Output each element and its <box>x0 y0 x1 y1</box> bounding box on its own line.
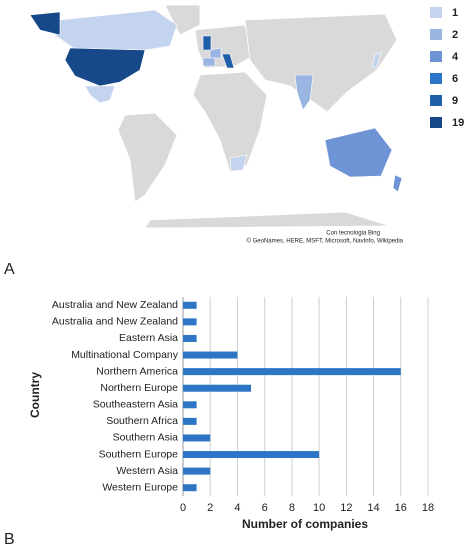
x-tick-label: 18 <box>422 502 434 514</box>
bar <box>183 301 197 309</box>
continent <box>192 71 268 173</box>
y-tick-label: Eastern Asia <box>119 332 178 344</box>
y-tick-label: Southern Africa <box>106 415 178 427</box>
y-tick-label: Australia and New Zealand <box>52 316 178 328</box>
legend-label: 4 <box>452 51 459 63</box>
y-tick-label: Australia and New Zealand <box>52 299 178 311</box>
country <box>371 51 382 69</box>
country <box>209 47 222 59</box>
x-tick-label: 12 <box>340 502 352 514</box>
country <box>29 11 61 36</box>
legend: 1 2 4 6 9 19 <box>430 7 464 129</box>
country <box>64 47 146 87</box>
legend-swatch <box>430 29 442 40</box>
panel-label: A <box>4 261 15 278</box>
bar <box>183 467 211 475</box>
continent <box>144 211 391 229</box>
bar <box>183 451 320 459</box>
y-tick-label: Southeastern Asia <box>93 399 178 411</box>
y-axis-title: Country <box>28 372 42 418</box>
x-tick-label: 8 <box>289 502 295 514</box>
continent <box>117 112 178 203</box>
bar <box>183 401 197 409</box>
y-tick-label: Southern Asia <box>113 432 179 444</box>
legend-swatch <box>430 7 442 18</box>
country <box>202 35 212 51</box>
x-tick-label: 16 <box>395 502 407 514</box>
bar <box>183 318 197 326</box>
world-map: Con tecnologia Bing © GeoNames, HERE, MS… <box>29 4 404 245</box>
legend-label: 9 <box>452 95 458 107</box>
bar-chart: 0 2 4 6 8 10 12 14 16 18 Australia and New Zealand… <box>52 297 434 514</box>
country <box>84 85 116 104</box>
y-tick-label: Multinational Company <box>71 349 179 361</box>
country <box>229 154 248 172</box>
country <box>392 174 403 193</box>
x-tick-label: 10 <box>313 502 325 514</box>
x-tick-label: 2 <box>207 502 213 514</box>
country <box>294 74 314 111</box>
legend-swatch <box>430 73 442 84</box>
bar <box>183 484 197 492</box>
bar <box>183 384 252 392</box>
attribution: Con tecnologia Bing <box>326 231 380 237</box>
y-tick-label: Northern Europe <box>100 382 178 394</box>
legend-swatch <box>430 51 442 62</box>
bar <box>183 351 238 359</box>
bar <box>183 434 211 442</box>
x-tick-label: 14 <box>367 502 379 514</box>
attribution: © GeoNames, HERE, MSFT, Microsoft, NavIn… <box>247 238 404 245</box>
country <box>324 127 393 178</box>
country <box>221 53 235 69</box>
legend-label: 1 <box>452 7 458 19</box>
y-tick-label: Northern America <box>96 365 178 377</box>
bar <box>183 334 197 342</box>
legend-label: 6 <box>452 73 458 85</box>
continent <box>244 13 398 113</box>
country <box>54 9 178 51</box>
legend-label: 19 <box>452 117 464 129</box>
x-axis-title: Number of companies <box>242 517 368 531</box>
x-tick-label: 0 <box>180 502 186 514</box>
bar <box>183 417 197 425</box>
bar <box>183 368 401 376</box>
legend-swatch <box>430 95 442 106</box>
y-tick-label: Western Europe <box>102 481 178 493</box>
x-tick-label: 4 <box>234 502 240 514</box>
x-tick-label: 6 <box>262 502 268 514</box>
y-tick-label: Southern Europe <box>99 448 179 460</box>
legend-label: 2 <box>452 29 458 41</box>
panel-label: B <box>4 531 15 548</box>
y-tick-label: Western Asia <box>116 465 178 477</box>
country <box>202 57 216 67</box>
legend-swatch <box>430 117 442 128</box>
